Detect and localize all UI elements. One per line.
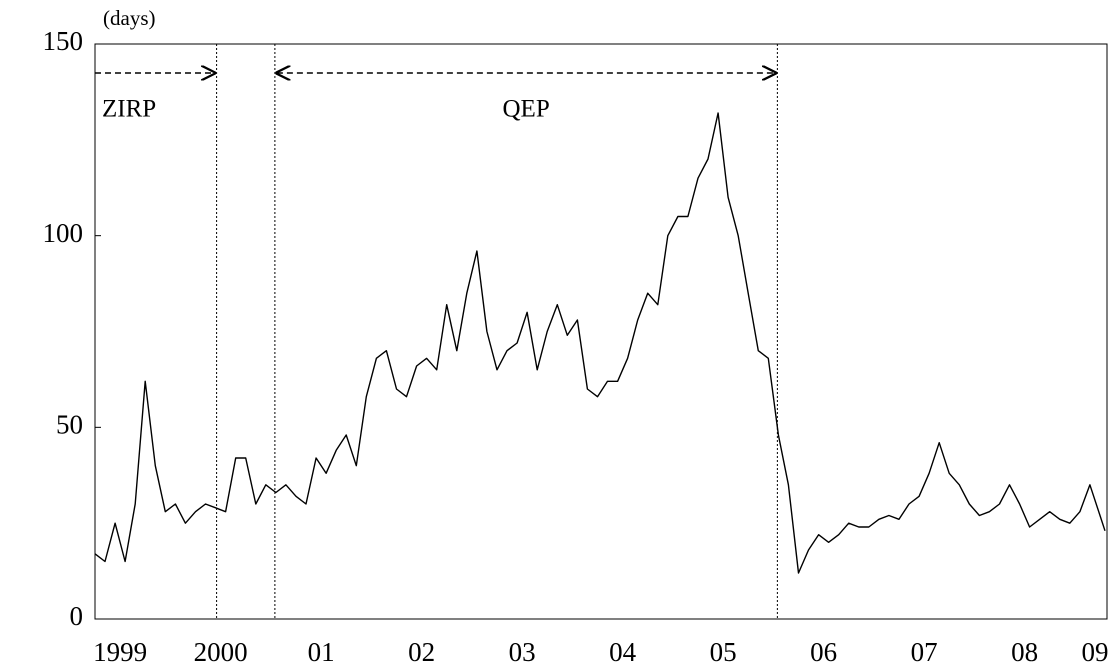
- x-tick-label: 02: [408, 637, 435, 667]
- x-tick-label: 07: [911, 637, 938, 667]
- series-line: [94, 112, 1106, 574]
- y-axis-unit: (days): [103, 6, 155, 30]
- x-tick-label: 1999: [93, 637, 147, 667]
- x-tick-label: 01: [308, 637, 335, 667]
- y-tick-label: 0: [70, 601, 84, 631]
- plot-frame: [94, 43, 1108, 620]
- x-tick-label: 2000: [194, 637, 248, 667]
- x-tick-label: 03: [509, 637, 536, 667]
- x-tick-label: 06: [810, 637, 837, 667]
- x-tick-label: 04: [609, 637, 637, 667]
- x-tick-label: 09: [1081, 637, 1108, 667]
- y-tick-label: 100: [43, 218, 84, 248]
- period-label: QEP: [503, 96, 550, 123]
- y-tick-label: 50: [56, 410, 83, 440]
- x-tick-label: 05: [710, 637, 737, 667]
- y-tick-label: 150: [43, 26, 84, 56]
- period-label: ZIRP: [102, 96, 156, 123]
- x-tick-label: 08: [1011, 637, 1038, 667]
